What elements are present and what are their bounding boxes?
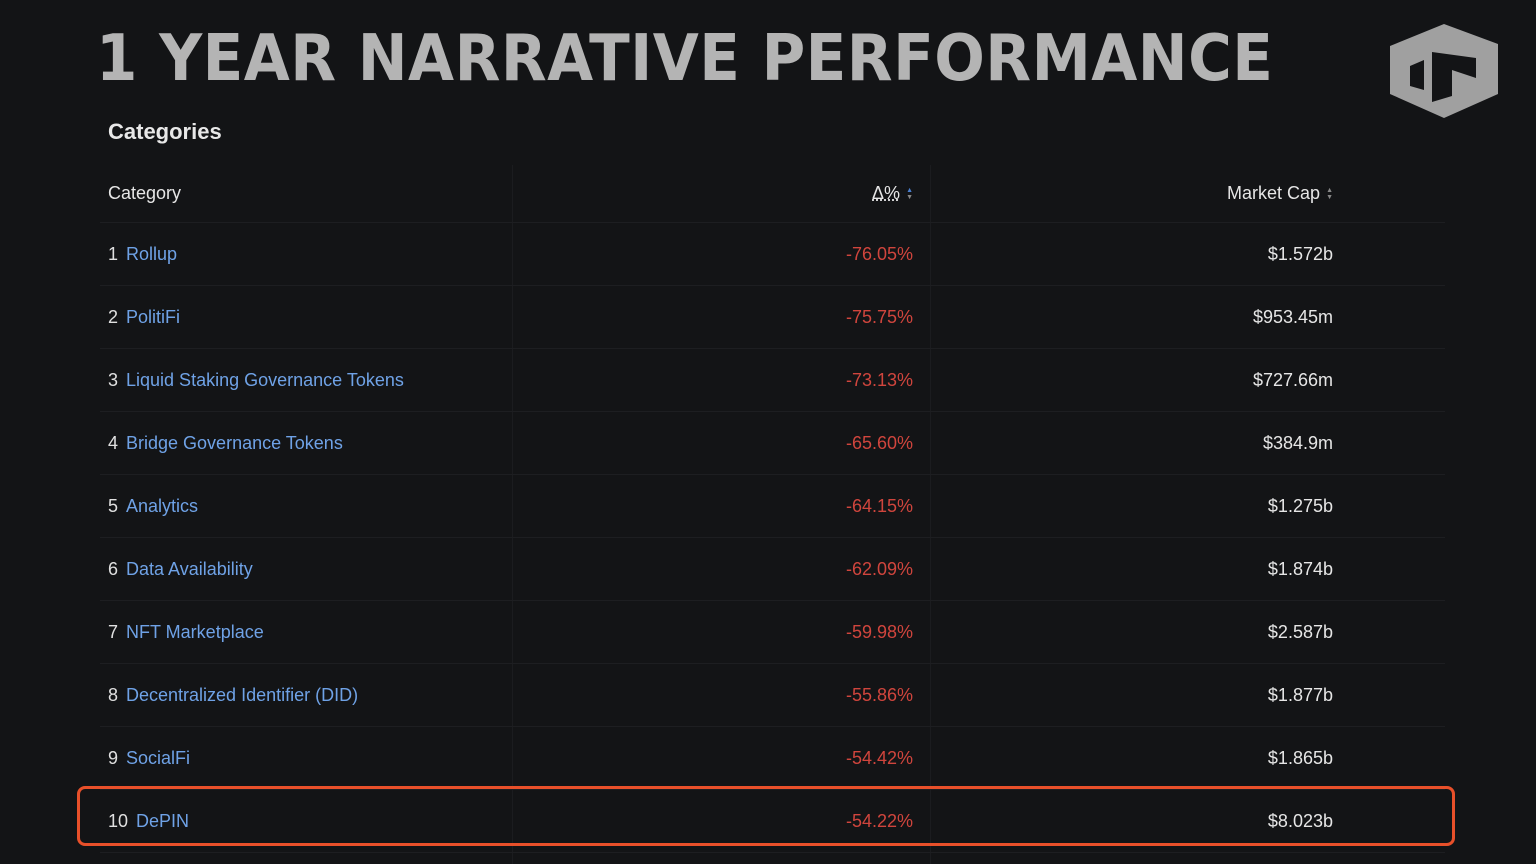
market-cap-value: $1.572b — [1267, 243, 1333, 264]
table-row: 5 Analytics -64.15% $1.275b — [100, 475, 1445, 538]
delta-value: -75.75% — [845, 306, 913, 327]
table-row: 3 Liquid Staking Governance Tokens -73.1… — [100, 349, 1445, 412]
page-title: 1 YEAR NARRATIVE PERFORMANCE — [96, 22, 1274, 96]
table-row: 4 Bridge Governance Tokens -65.60% $384.… — [100, 412, 1445, 475]
delta-value: -54.22% — [845, 810, 913, 831]
category-cell: 5 Analytics — [108, 475, 198, 537]
category-link[interactable]: DePIN — [136, 810, 190, 831]
delta-value: -54.42% — [845, 747, 913, 768]
categories-table: Category Δ% ▲ ▼ Market Cap ▲ ▼ 1 Rollup -7… — [100, 165, 1445, 853]
delta-value: -73.13% — [845, 369, 913, 390]
delta-value: -65.60% — [845, 432, 913, 453]
category-cell: 8 Decentralized Identifier (DID) — [108, 664, 358, 726]
rank: 7 — [108, 621, 119, 642]
rank: 9 — [108, 747, 119, 768]
rank: 10 — [108, 810, 129, 831]
category-cell: 3 Liquid Staking Governance Tokens — [108, 349, 404, 411]
delta-value: -62.09% — [845, 558, 913, 579]
category-cell: 2 PolitiFi — [108, 286, 180, 348]
rank: 4 — [108, 432, 119, 453]
table-header: Category Δ% ▲ ▼ Market Cap ▲ ▼ — [100, 165, 1445, 223]
category-cell: 1 Rollup — [108, 223, 177, 285]
category-link[interactable]: PolitiFi — [126, 306, 181, 327]
rank: 3 — [108, 369, 119, 390]
header-delta[interactable]: Δ% ▲ ▼ — [872, 165, 913, 222]
table-row: 9 SocialFi -54.42% $1.865b — [100, 727, 1445, 790]
category-link[interactable]: Bridge Governance Tokens — [126, 432, 343, 453]
market-cap-value: $953.45m — [1252, 306, 1333, 327]
header-market-cap[interactable]: Market Cap ▲ ▼ — [1227, 165, 1333, 222]
market-cap-value: $8.023b — [1267, 810, 1333, 831]
market-cap-value: $1.874b — [1267, 558, 1333, 579]
column-divider — [512, 165, 513, 864]
table-row: 1 Rollup -76.05% $1.572b — [100, 223, 1445, 286]
category-link[interactable]: NFT Marketplace — [126, 621, 264, 642]
category-cell: 6 Data Availability — [108, 538, 253, 600]
category-link[interactable]: SocialFi — [126, 747, 191, 768]
rank: 6 — [108, 558, 119, 579]
market-cap-value: $1.275b — [1267, 495, 1333, 516]
market-cap-value: $384.9m — [1262, 432, 1333, 453]
category-link[interactable]: Rollup — [126, 243, 178, 264]
section-title: Categories — [108, 119, 222, 144]
category-link[interactable]: Data Availability — [126, 558, 253, 579]
rank: 5 — [108, 495, 119, 516]
rank: 8 — [108, 684, 119, 705]
category-cell: 4 Bridge Governance Tokens — [108, 412, 343, 474]
category-cell: 7 NFT Marketplace — [108, 601, 264, 663]
category-cell: 10 DePIN — [108, 790, 189, 852]
market-cap-value: $727.66m — [1252, 369, 1333, 390]
rank: 2 — [108, 306, 119, 327]
market-cap-value: $1.877b — [1267, 684, 1333, 705]
category-cell: 9 SocialFi — [108, 727, 190, 789]
table-row: 2 PolitiFi -75.75% $953.45m — [100, 286, 1445, 349]
delta-value: -64.15% — [845, 495, 913, 516]
table-row: 7 NFT Marketplace -59.98% $2.587b — [100, 601, 1445, 664]
sort-icon[interactable]: ▲ ▼ — [906, 186, 913, 201]
market-cap-value: $1.865b — [1267, 747, 1333, 768]
market-cap-value: $2.587b — [1267, 621, 1333, 642]
delta-value: -59.98% — [845, 621, 913, 642]
header-category[interactable]: Category — [108, 183, 182, 203]
column-divider — [930, 165, 931, 864]
delta-value: -55.86% — [845, 684, 913, 705]
highlight-box-depin — [77, 786, 1455, 846]
category-link[interactable]: Decentralized Identifier (DID) — [126, 684, 359, 705]
table-row: 10 DePIN -54.22% $8.023b — [100, 790, 1445, 853]
category-link[interactable]: Analytics — [126, 495, 199, 516]
rank: 1 — [108, 243, 119, 264]
delta-value: -76.05% — [845, 243, 913, 264]
table-row: 8 Decentralized Identifier (DID) -55.86%… — [100, 664, 1445, 727]
cube-logo-icon — [1390, 24, 1498, 118]
header-delta-label[interactable]: Δ% — [872, 183, 901, 203]
sort-icon[interactable]: ▲ ▼ — [1326, 186, 1333, 201]
header-market-cap-label[interactable]: Market Cap — [1227, 183, 1321, 203]
table-row: 6 Data Availability -62.09% $1.874b — [100, 538, 1445, 601]
category-link[interactable]: Liquid Staking Governance Tokens — [126, 369, 404, 390]
